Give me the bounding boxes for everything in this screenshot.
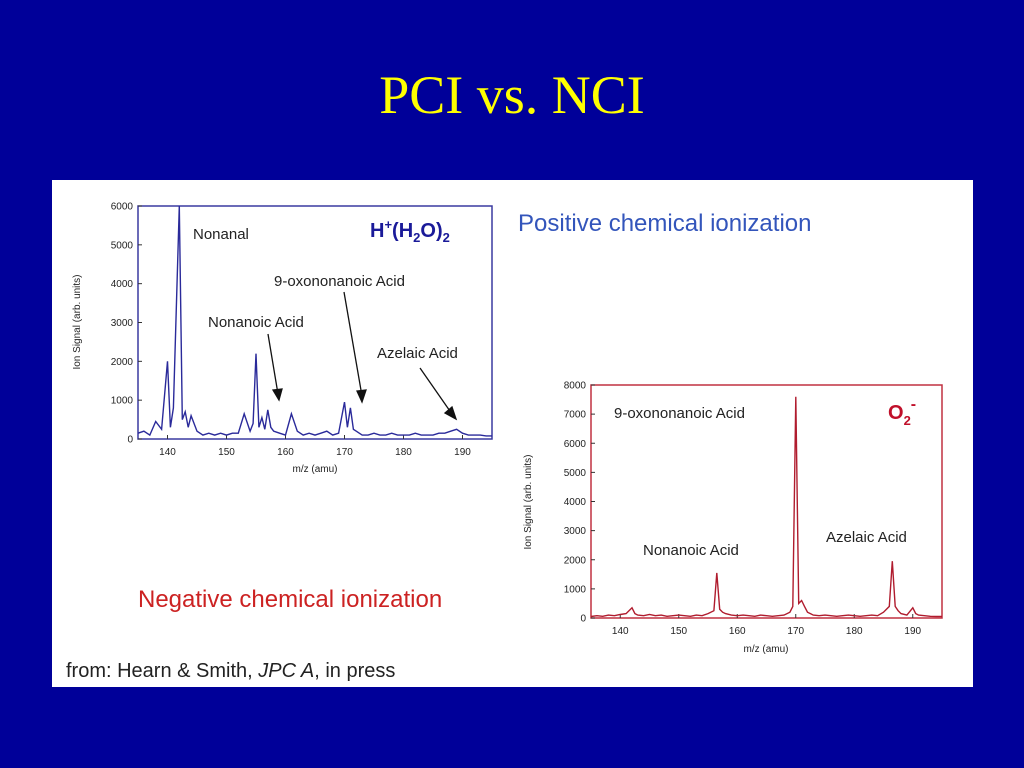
pci-arrows	[267, 291, 458, 421]
pci-x-axis: 140 150 160 170 180 190	[159, 435, 471, 458]
nci-annotation-azelaic: Azelaic Acid	[826, 529, 907, 546]
source-suffix: , in press	[314, 660, 396, 682]
pci-arrow-oxononanoic	[343, 291, 363, 397]
nci-x-axis-label: m/z (amu)	[744, 644, 789, 655]
pci-y-tick-label: 5000	[111, 240, 134, 251]
pci-y-axis: 0 1000 2000 3000 4000 5000 6000	[111, 202, 142, 446]
pci-x-tick-label: 160	[277, 447, 294, 458]
nci-y-tick-label: 2000	[564, 555, 587, 566]
nci-y-axis-label: Ion Signal (arb. units)	[523, 454, 534, 549]
pci-ion-label: H+(H2O)2	[370, 217, 450, 245]
nci-y-tick-label: 8000	[564, 381, 587, 392]
nci-chart: 0 1000 2000 3000 4000 5000 6000 7000 8000 140 150…	[523, 381, 943, 655]
pci-y-tick-label: 0	[127, 435, 133, 446]
pci-annotation-azelaic: Azelaic Acid	[377, 345, 458, 362]
source-citation: from: Hearn & Smith, JPC A, in press	[66, 660, 395, 683]
nci-x-tick-label: 170	[787, 626, 804, 637]
pci-x-tick-label: 190	[454, 447, 471, 458]
nci-ion-label: O2-	[888, 396, 916, 428]
nci-y-tick-label: 1000	[564, 584, 587, 595]
nci-y-tick-label: 5000	[564, 468, 587, 479]
pci-y-tick-label: 4000	[111, 279, 134, 290]
pci-annotation-oxononanoic: 9-oxononanoic Acid	[274, 273, 405, 290]
pci-x-axis-label: m/z (amu)	[293, 464, 338, 475]
pci-y-tick-label: 1000	[111, 396, 134, 407]
pci-arrow-nonanoic	[267, 333, 279, 395]
source-journal: JPC A	[258, 660, 315, 682]
pci-y-tick-label: 2000	[111, 357, 134, 368]
nci-y-tick-label: 0	[580, 614, 586, 625]
pci-y-tick-label: 3000	[111, 318, 134, 329]
pci-arrow-azelaic	[419, 367, 453, 415]
nci-annotation-nonanoic: Nonanoic Acid	[643, 542, 739, 559]
nci-x-tick-label: 160	[729, 626, 746, 637]
nci-x-tick-label: 180	[846, 626, 863, 637]
pci-x-tick-label: 170	[336, 447, 353, 458]
source-prefix: from: Hearn & Smith,	[66, 660, 259, 682]
pci-x-tick-label: 180	[395, 447, 412, 458]
pci-y-axis-label: Ion Signal (arb. units)	[72, 274, 83, 369]
nci-y-tick-label: 4000	[564, 497, 587, 508]
nci-y-axis: 0 1000 2000 3000 4000 5000 6000 7000 8000	[564, 381, 595, 625]
nci-annotation-oxononanoic: 9-oxononanoic Acid	[614, 405, 745, 422]
nci-x-tick-label: 150	[670, 626, 687, 637]
pci-series-line	[137, 205, 492, 437]
nci-y-tick-label: 3000	[564, 526, 587, 537]
figure-panel: 0 1000 2000 3000 4000 5000 6000 140 150 160 170 18…	[52, 180, 973, 687]
figure-svg: 0 1000 2000 3000 4000 5000 6000 140 150 160 170 18…	[72, 202, 943, 655]
pci-x-tick-label: 140	[159, 447, 176, 458]
pci-annotation-nonanal: Nonanal	[193, 226, 249, 243]
nci-y-tick-label: 6000	[564, 439, 587, 450]
pci-chart: 0 1000 2000 3000 4000 5000 6000 140 150 160 170 18…	[72, 202, 493, 475]
pci-arrowhead-oxononanoic	[356, 389, 367, 404]
nci-series-line	[590, 396, 942, 618]
nci-x-tick-label: 190	[904, 626, 921, 637]
pci-arrowhead-nonanoic	[271, 388, 283, 402]
pci-y-tick-label: 6000	[111, 202, 134, 213]
nci-y-tick-label: 7000	[564, 410, 587, 421]
pci-annotation-nonanoic: Nonanoic Acid	[208, 314, 304, 331]
pci-caption: Positive chemical ionization	[518, 210, 812, 237]
nci-x-tick-label: 140	[612, 626, 629, 637]
slide-title: PCI vs. NCI	[379, 65, 645, 125]
pci-x-tick-label: 150	[218, 447, 235, 458]
nci-caption: Negative chemical ionization	[138, 586, 443, 613]
pci-arrowhead-azelaic	[443, 405, 458, 421]
